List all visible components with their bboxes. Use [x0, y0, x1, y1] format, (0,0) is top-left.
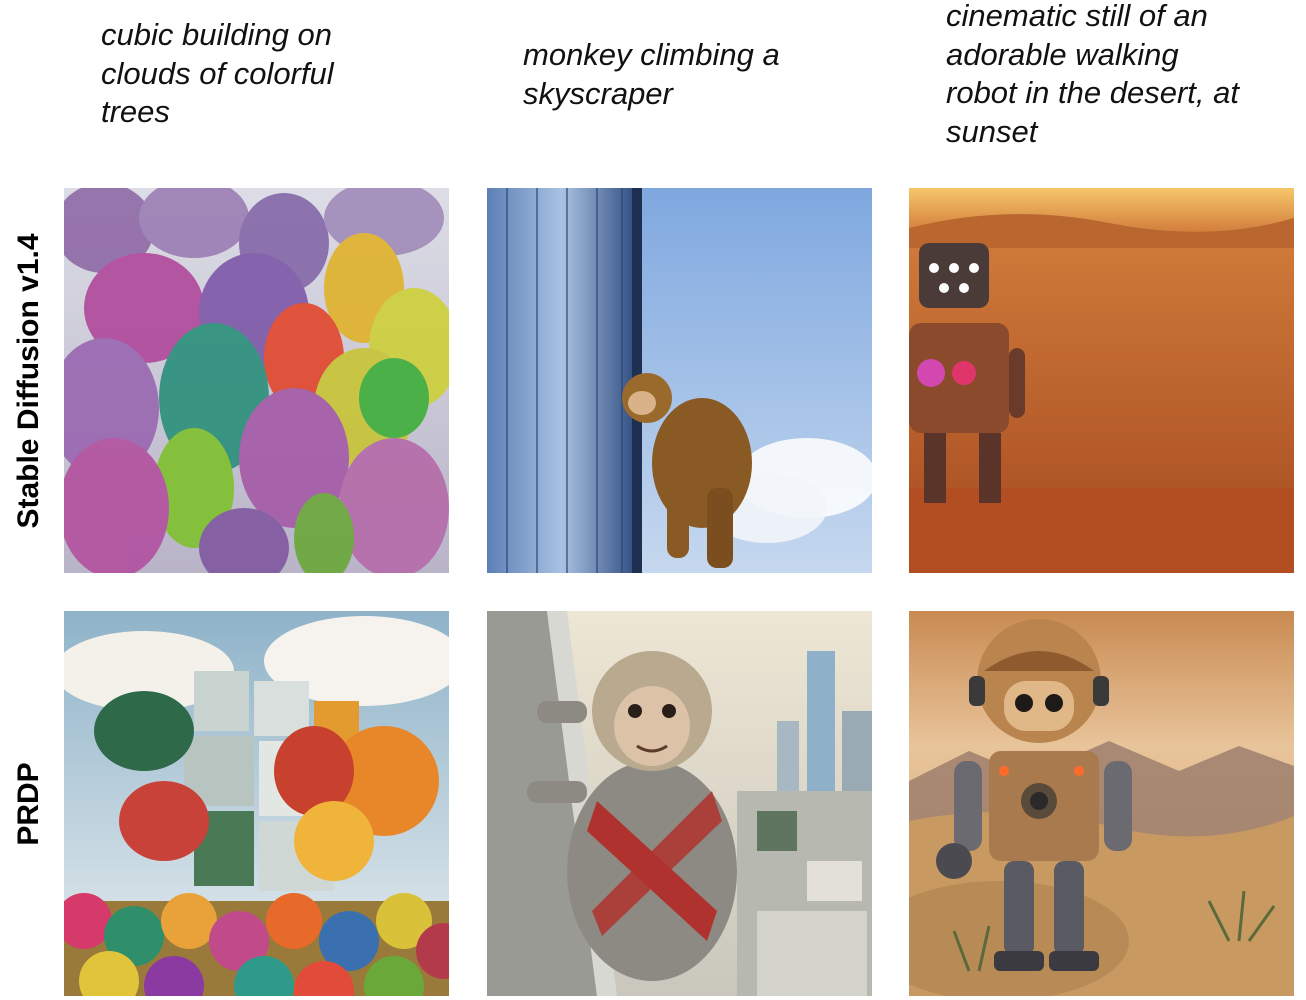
row-label-stable-diffusion: Stable Diffusion v1.4 — [12, 233, 45, 529]
prompt-cubic-building: cubic building on clouds of colorful tre… — [101, 17, 334, 129]
prdp-trees-image — [64, 611, 449, 996]
prdp-robot-image — [909, 611, 1294, 996]
sd-monkey-image — [487, 188, 872, 573]
prompt-monkey-skyscraper: monkey climbing a skyscraper — [523, 37, 780, 111]
sd-trees-image — [64, 188, 449, 573]
row-label-prdp: PRDP — [12, 762, 45, 846]
prdp-monkey-image — [487, 611, 872, 996]
sd-robot-image — [909, 188, 1294, 573]
prompt-desert-robot: cinematic still of an adorable walking r… — [946, 0, 1239, 149]
